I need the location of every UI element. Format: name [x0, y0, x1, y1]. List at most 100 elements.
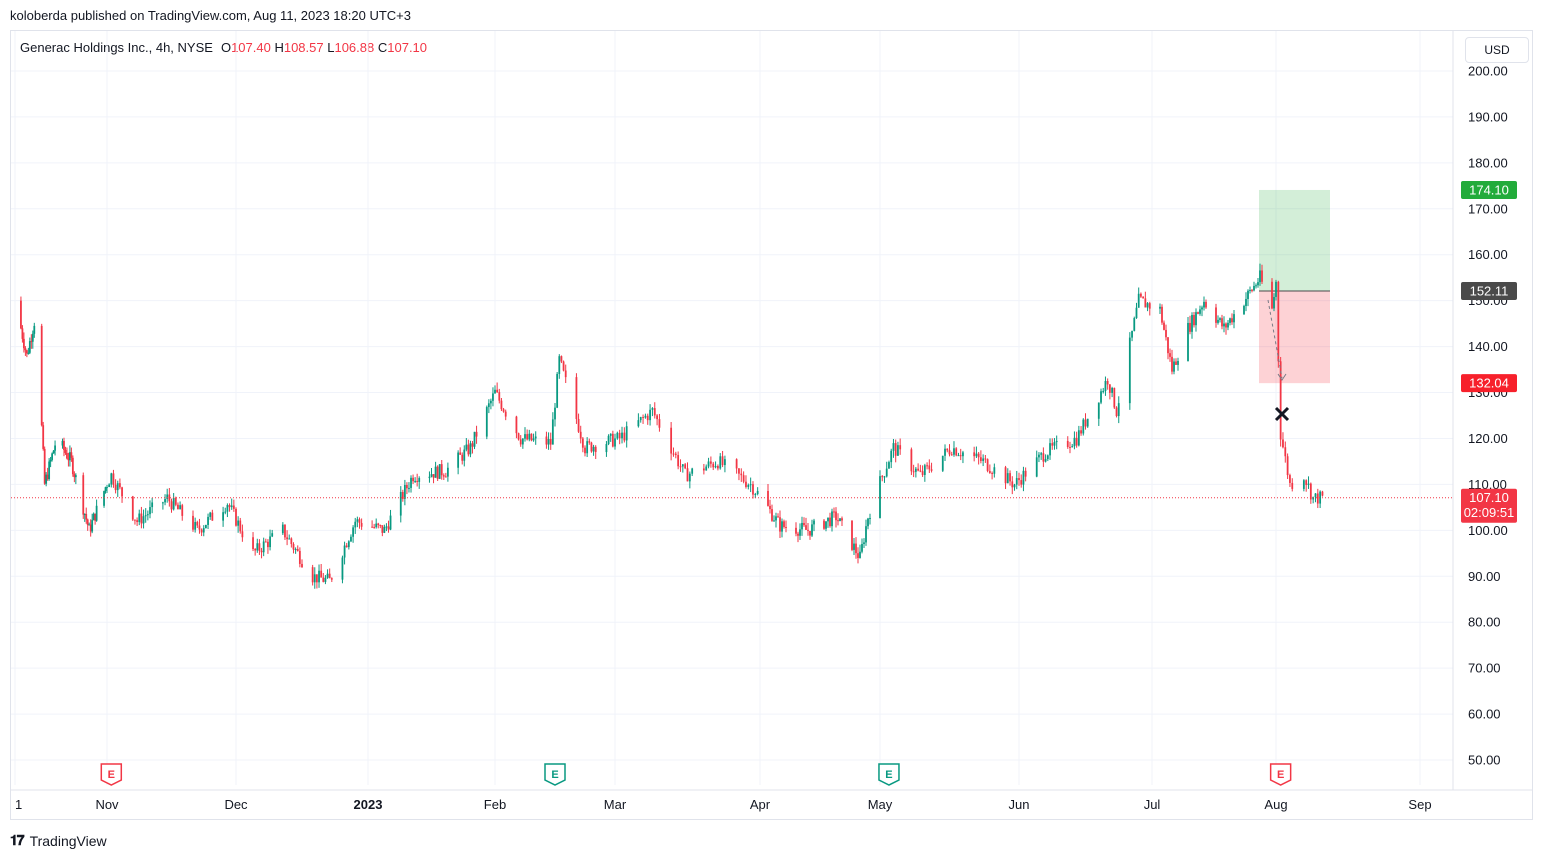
brand-name: TradingView	[29, 832, 107, 849]
symbol-title[interactable]: Generac Holdings Inc., 4h, NYSE	[20, 40, 213, 55]
candle-body	[777, 516, 779, 518]
candle-body	[957, 455, 960, 457]
candle-body	[379, 525, 382, 527]
candle-body	[23, 338, 25, 349]
candle-body	[1249, 289, 1251, 291]
candle-body	[679, 466, 682, 468]
candle-body	[670, 427, 673, 454]
candle-body	[1316, 493, 1319, 504]
y-tick-label: 90.00	[1468, 569, 1501, 584]
candle-body	[446, 467, 449, 477]
candle-body	[623, 432, 626, 441]
candle-body	[350, 536, 352, 542]
candle-body	[779, 517, 781, 532]
candle-body	[1006, 473, 1009, 484]
candle-body	[1314, 493, 1317, 497]
candle-body	[42, 425, 45, 449]
candle-body	[651, 408, 654, 410]
candle-body	[865, 526, 867, 543]
candle-body	[459, 452, 462, 455]
candle-body	[224, 511, 227, 513]
candle-body	[1227, 322, 1229, 328]
candle-body	[33, 325, 36, 334]
candle-body	[328, 573, 331, 579]
candle-body	[702, 468, 705, 471]
candle-body	[1049, 443, 1051, 456]
candle-body	[1159, 306, 1161, 309]
open-label: O	[220, 40, 232, 55]
candle-body	[962, 452, 964, 457]
candle-body	[170, 501, 173, 510]
candle-body	[51, 453, 53, 460]
candle-body	[239, 520, 242, 532]
candle-body	[1044, 459, 1047, 462]
y-tick-label: 140.00	[1468, 339, 1508, 354]
candle-body	[684, 464, 687, 469]
candle-body	[1247, 290, 1249, 299]
candle-body	[959, 455, 962, 457]
candle-body	[747, 484, 750, 487]
candle-body	[1148, 303, 1151, 309]
candle-body	[1009, 473, 1011, 482]
candle-body	[228, 505, 231, 508]
candle-body	[1161, 306, 1163, 323]
target-price-tag-bg	[1461, 180, 1517, 199]
candle-body	[740, 473, 743, 476]
candle-body	[745, 481, 747, 487]
close-label: C	[377, 40, 388, 55]
stop-price-tag-bg	[1461, 374, 1517, 393]
candle-body	[241, 531, 244, 538]
candle-body	[899, 445, 902, 450]
candle-body	[1108, 384, 1111, 393]
currency-button[interactable]: USD	[1465, 37, 1529, 63]
candle-body	[71, 457, 74, 475]
candle-body	[859, 551, 861, 558]
candle-body	[1004, 467, 1007, 484]
candle-body	[783, 521, 785, 527]
candle-body	[95, 505, 98, 521]
candle-body	[625, 426, 628, 441]
candle-body	[709, 461, 712, 464]
candle-body	[831, 511, 833, 527]
candle-body	[1163, 322, 1165, 330]
candle-body	[410, 477, 412, 488]
candle-body	[1282, 439, 1284, 448]
candle-body	[172, 497, 175, 510]
candle-body	[867, 518, 869, 527]
candle-body	[1251, 289, 1253, 291]
candle-body	[1142, 296, 1145, 299]
candle-body	[209, 512, 212, 517]
candle-body	[408, 487, 410, 489]
candle-body	[988, 470, 991, 473]
candle-body	[252, 537, 254, 550]
candle-body	[271, 533, 274, 537]
candle-body	[21, 328, 24, 339]
candle-body	[560, 356, 563, 362]
candle-body	[326, 573, 329, 578]
candle-body	[558, 356, 561, 374]
candle-body	[467, 444, 470, 455]
target-price-tag-text: 174.10	[1469, 182, 1509, 197]
candle-body	[1255, 285, 1257, 287]
candle-body	[803, 522, 805, 526]
candle-body	[432, 474, 435, 478]
candle-body	[930, 469, 933, 471]
y-tick-label: 80.00	[1468, 615, 1501, 630]
candle-body	[313, 574, 316, 583]
candle-body	[837, 520, 839, 522]
candle-body	[487, 403, 490, 408]
candle-body	[1259, 270, 1261, 283]
candle-body	[749, 484, 752, 486]
candle-body	[205, 524, 207, 529]
candle-body	[69, 452, 71, 461]
candle-body	[1140, 293, 1142, 297]
candle-body	[438, 464, 441, 479]
candle-body	[267, 541, 269, 548]
candle-body	[316, 574, 318, 583]
candle-body	[1291, 482, 1294, 489]
candle-body	[923, 465, 926, 475]
candle-body	[385, 526, 388, 528]
candle-body	[1055, 440, 1058, 443]
footer-brand[interactable]: 𝟏𝟕 TradingView	[10, 832, 107, 849]
